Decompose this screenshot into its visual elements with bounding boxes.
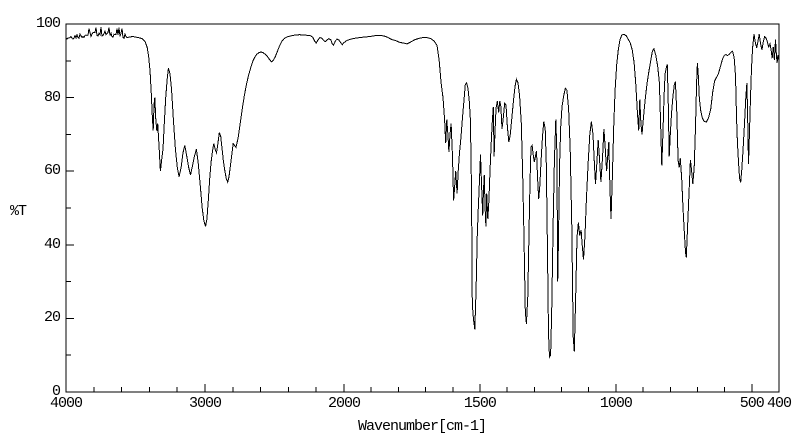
y-tick-label-60: 60 (43, 162, 61, 180)
x-tick-label-3000: 3000 (188, 395, 222, 412)
x-tick-label-500: 500 (739, 395, 765, 412)
y-tick-label-100: 100 (35, 15, 61, 32)
y-axis-label: %T (10, 203, 27, 220)
x-tick-label-1000: 1000 (599, 395, 633, 412)
x-tick-label-1500: 1500 (463, 395, 497, 412)
x-tick-label-2000: 2000 (327, 395, 361, 412)
spectrum-curve (65, 27, 780, 359)
x-axis-label: Wavenumber[cm-1] (357, 418, 487, 435)
y-tick-label-80: 80 (43, 88, 61, 106)
y-tick-label-40: 40 (43, 235, 61, 253)
plot-border (65, 23, 780, 393)
y-tick-label-0: 0 (51, 383, 61, 400)
y-tick-label-20: 20 (43, 309, 61, 327)
x-tick-label-4000: 4000 (49, 395, 83, 412)
x-tick-label-400: 400 (766, 395, 792, 412)
